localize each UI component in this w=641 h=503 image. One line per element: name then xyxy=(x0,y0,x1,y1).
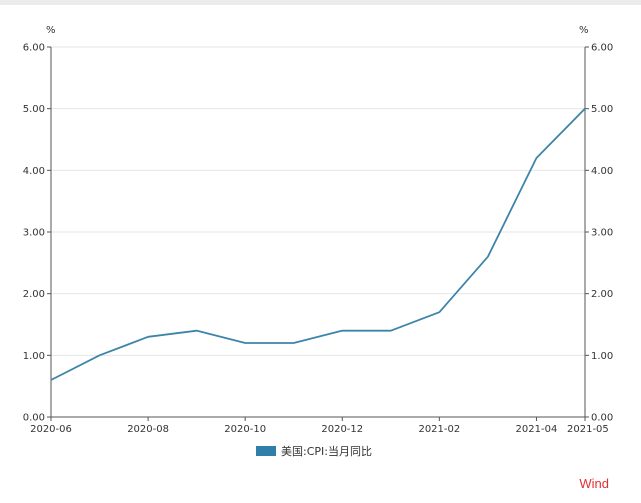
right-axis-unit: % xyxy=(579,25,589,36)
x-tick-label: 2021-02 xyxy=(418,424,460,435)
data-point xyxy=(293,342,295,344)
left-tick-label: 5.00 xyxy=(23,104,45,115)
wind-watermark: Wind xyxy=(579,476,609,491)
data-point xyxy=(390,329,392,331)
right-tick-label: 4.00 xyxy=(591,166,613,177)
x-tick-label: 2020-08 xyxy=(127,424,169,435)
left-tick-label: 0.00 xyxy=(23,413,45,424)
data-point xyxy=(341,329,343,331)
legend-swatch xyxy=(256,446,276,456)
data-point xyxy=(584,107,586,109)
right-y-axis-ticks: 0.00 1.00 2.00 3.00 4.00 5.00 6.00 xyxy=(585,43,613,424)
right-tick-label: 5.00 xyxy=(591,104,613,115)
data-point xyxy=(438,311,440,313)
top-border xyxy=(0,0,641,5)
x-axis-ticks: 2020-06 2020-08 2020-10 2020-12 2021-02 2021-… xyxy=(30,417,609,435)
left-tick-label: 3.00 xyxy=(23,228,45,239)
right-tick-label: 1.00 xyxy=(591,351,613,362)
left-tick-label: 6.00 xyxy=(23,43,45,54)
x-tick-label: 2020-12 xyxy=(321,424,363,435)
data-point xyxy=(98,354,100,356)
legend-label: 美国:CPI:当月同比 xyxy=(281,445,372,458)
series-line xyxy=(50,108,586,381)
x-tick-label: 2021-04 xyxy=(516,424,558,435)
data-point xyxy=(50,379,52,381)
right-tick-label: 6.00 xyxy=(591,43,613,54)
left-tick-label: 1.00 xyxy=(23,351,45,362)
grid-lines xyxy=(51,46,585,356)
x-tick-label: 2021-05 xyxy=(567,424,609,435)
x-tick-label: 2020-10 xyxy=(224,424,266,435)
data-point xyxy=(244,342,246,344)
x-tick-label: 2020-06 xyxy=(30,424,72,435)
legend[interactable]: 美国:CPI:当月同比 xyxy=(256,443,372,459)
left-y-axis-ticks: 0.00 1.00 2.00 3.00 4.00 5.00 6.00 xyxy=(23,43,51,424)
data-point xyxy=(535,157,537,159)
left-tick-label: 4.00 xyxy=(23,166,45,177)
right-tick-label: 3.00 xyxy=(591,228,613,239)
data-point xyxy=(147,336,149,338)
right-tick-label: 2.00 xyxy=(591,289,613,300)
series xyxy=(50,107,586,381)
left-tick-label: 2.00 xyxy=(23,289,45,300)
left-axis-unit: % xyxy=(46,25,56,36)
data-point xyxy=(195,329,197,331)
right-tick-label: 0.00 xyxy=(591,413,613,424)
data-point xyxy=(487,255,489,257)
